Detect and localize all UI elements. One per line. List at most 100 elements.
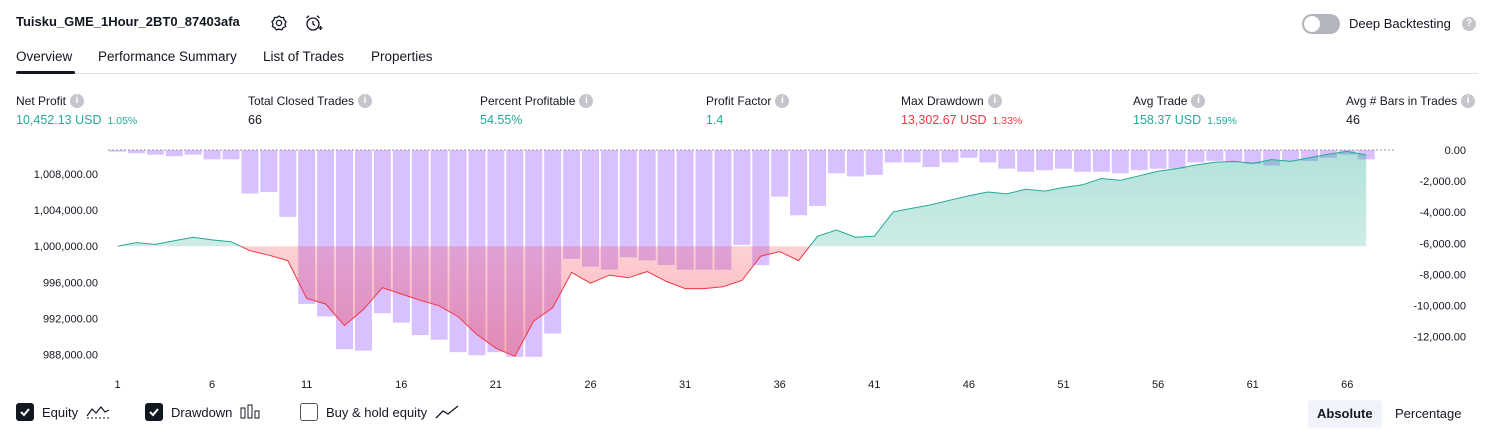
drawdown-bar: [1074, 150, 1091, 172]
info-icon[interactable]: i: [775, 94, 789, 108]
drawdown-checkbox[interactable]: [145, 403, 163, 421]
drawdown-bar: [1225, 150, 1242, 162]
tab-performance-summary[interactable]: Performance Summary: [98, 49, 237, 64]
right-axis-tick: 0.00: [1445, 145, 1466, 157]
drawdown-bar: [998, 150, 1015, 169]
equity-checkbox[interactable]: [16, 403, 34, 421]
drawdown-bar: [431, 150, 448, 340]
equity-line-icon: [86, 404, 110, 420]
drawdown-bar: [223, 150, 240, 159]
drawdown-bar: [241, 150, 258, 194]
right-axis-tick: -10,000.00: [1413, 301, 1466, 313]
metric-percent-profitable-value: 54.55%: [480, 113, 522, 127]
drawdown-bar: [1150, 150, 1167, 169]
info-icon[interactable]: i: [358, 94, 372, 108]
drawdown-bar: [979, 150, 996, 162]
help-icon[interactable]: ?: [1462, 17, 1476, 31]
right-axis-tick: -4,000.00: [1420, 207, 1466, 219]
info-icon[interactable]: i: [988, 94, 1002, 108]
metric-net-profit-label: Net Profit i: [16, 94, 84, 108]
drawdown-bar: [923, 150, 940, 167]
x-axis-tick: 16: [395, 379, 407, 391]
buyhold-label: Buy & hold equity: [326, 405, 427, 420]
metric-percent-profitable-label: Percent Profitable i: [480, 94, 593, 108]
drawdown-bar: [941, 150, 958, 162]
drawdown-bar: [1131, 150, 1148, 170]
x-axis-tick: 46: [963, 379, 975, 391]
drawdown-checkbox-row[interactable]: Drawdown: [145, 403, 262, 421]
gear-icon[interactable]: [269, 13, 289, 33]
drawdown-bar: [166, 150, 183, 156]
metric-max-drawdown-label: Max Drawdown i: [901, 94, 1002, 108]
drawdown-bar: [1169, 150, 1186, 169]
x-axis-tick: 61: [1247, 379, 1259, 391]
toggle-knob: [1304, 16, 1320, 32]
bar-chart-icon: [240, 404, 262, 420]
active-tab-indicator: [16, 71, 75, 74]
left-axis-tick: 1,004,000.00: [34, 205, 98, 217]
x-axis-tick: 36: [774, 379, 786, 391]
info-icon[interactable]: i: [579, 94, 593, 108]
drawdown-bar: [393, 150, 410, 323]
buyhold-checkbox[interactable]: [300, 403, 318, 421]
drawdown-bar: [885, 150, 902, 162]
equity-drawdown-chart[interactable]: 1,008,000.00 1,004,000.00 1,000,000.00 996,…: [0, 140, 1494, 395]
right-axis-tick: -8,000.00: [1420, 269, 1466, 281]
drawdown-bar: [639, 150, 656, 260]
tab-list-of-trades[interactable]: List of Trades: [263, 49, 344, 64]
deep-backtesting-label: Deep Backtesting: [1349, 16, 1451, 31]
drawdown-bar: [1017, 150, 1034, 172]
drawdown-bar: [866, 150, 883, 175]
x-axis-tick: 56: [1152, 379, 1164, 391]
info-icon[interactable]: i: [1191, 94, 1205, 108]
drawdown-bar: [1187, 150, 1204, 162]
drawdown-bar: [1055, 150, 1072, 169]
drawdown-label: Drawdown: [171, 405, 232, 420]
left-axis-tick: 1,008,000.00: [34, 169, 98, 181]
x-axis-tick: 1: [114, 379, 120, 391]
percentage-button[interactable]: Percentage: [1386, 400, 1471, 428]
drawdown-bar: [147, 150, 164, 155]
x-axis-tick: 21: [490, 379, 502, 391]
metric-avg-trade-label: Avg Trade i: [1133, 94, 1205, 108]
drawdown-bar: [847, 150, 864, 176]
x-axis-tick: 41: [868, 379, 880, 391]
drawdown-bar: [563, 150, 580, 259]
tab-properties[interactable]: Properties: [371, 49, 433, 64]
left-axis-tick: 992,000.00: [43, 313, 98, 325]
drawdown-bar: [733, 150, 750, 245]
drawdown-bar: [1206, 150, 1223, 161]
drawdown-bar: [1093, 150, 1110, 172]
metric-avg-bars-value: 46: [1346, 113, 1360, 127]
drawdown-bar: [620, 150, 637, 257]
tab-overview[interactable]: Overview: [16, 49, 72, 64]
drawdown-bar: [260, 150, 277, 192]
metric-profit-factor-label: Profit Factor i: [706, 94, 789, 108]
strategy-title: Tuisku_GME_1Hour_2BT0_87403afa: [16, 14, 240, 29]
x-axis-tick: 31: [679, 379, 691, 391]
x-axis-tick: 6: [209, 379, 215, 391]
drawdown-bar: [904, 150, 921, 162]
deep-backtesting-toggle[interactable]: [1302, 14, 1340, 34]
equity-checkbox-row[interactable]: Equity: [16, 403, 110, 421]
drawdown-bar: [828, 150, 845, 173]
tab-divider: [16, 73, 1478, 74]
absolute-button[interactable]: Absolute: [1308, 400, 1382, 428]
drawdown-bar: [1112, 150, 1129, 173]
info-icon[interactable]: i: [70, 94, 84, 108]
metric-net-profit-value: 10,452.13 USD 1.05%: [16, 113, 137, 127]
metric-avg-bars-label: Avg # Bars in Trades i: [1346, 94, 1475, 108]
buyhold-checkbox-row[interactable]: Buy & hold equity: [300, 403, 459, 421]
x-axis-tick: 51: [1057, 379, 1069, 391]
drawdown-bar: [809, 150, 826, 206]
left-axis-tick: 996,000.00: [43, 277, 98, 289]
drawdown-bar: [204, 150, 221, 159]
metric-total-closed-trades-label: Total Closed Trades i: [248, 94, 372, 108]
drawdown-bar: [185, 150, 202, 155]
drawdown-bar: [790, 150, 807, 215]
alarm-clock-plus-icon[interactable]: [303, 13, 323, 33]
drawdown-bar: [960, 150, 977, 158]
drawdown-bar: [412, 150, 429, 335]
info-icon[interactable]: i: [1461, 94, 1475, 108]
x-axis-tick: 11: [301, 379, 312, 391]
